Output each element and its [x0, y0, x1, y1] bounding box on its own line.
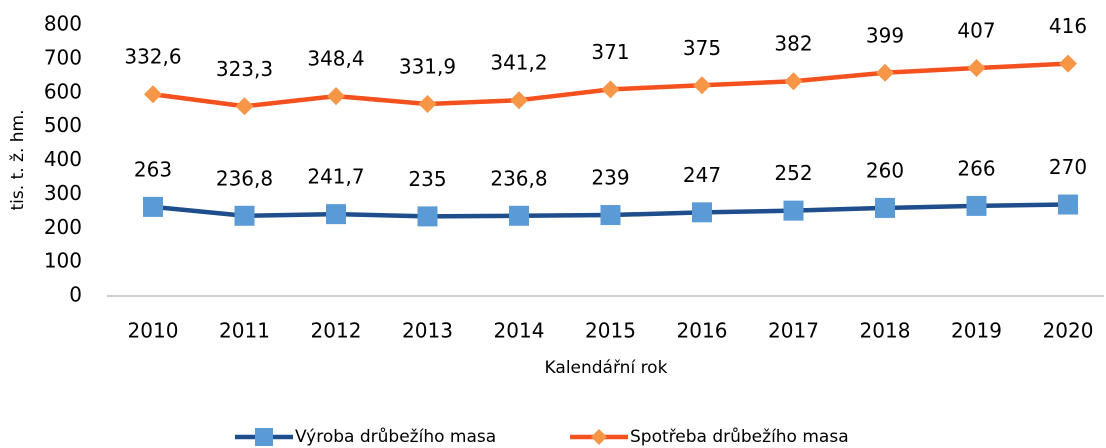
- marker: [234, 205, 255, 226]
- legend-label: Spotřeba drůbežího masa: [630, 427, 849, 447]
- legend-marker: [255, 428, 273, 446]
- data-label: 331,9: [399, 54, 456, 78]
- x-tick-label: 2012: [311, 319, 362, 343]
- y-tick-label: 300: [44, 181, 82, 205]
- data-label: 236,8: [216, 166, 273, 190]
- marker: [235, 97, 254, 116]
- y-tick-label: 100: [44, 249, 82, 273]
- marker: [601, 80, 620, 99]
- x-axis-title: Kalendářní rok: [545, 358, 668, 378]
- y-tick-label: 800: [44, 12, 82, 36]
- data-label: 341,2: [490, 51, 547, 75]
- x-tick-label: 2016: [677, 319, 728, 343]
- marker: [418, 94, 437, 113]
- data-label: 416: [1049, 14, 1087, 38]
- data-label: 235: [408, 167, 446, 191]
- marker: [417, 206, 438, 227]
- data-label: 241,7: [307, 165, 364, 189]
- marker: [692, 202, 712, 223]
- data-label: 323,3: [216, 57, 273, 81]
- marker: [143, 196, 163, 217]
- marker: [966, 195, 987, 216]
- marker: [876, 63, 894, 82]
- y-tick-label: 600: [44, 79, 82, 103]
- y-tick-label: 700: [44, 45, 82, 69]
- data-label: 375: [683, 36, 721, 60]
- marker: [1058, 194, 1078, 215]
- x-tick-label: 2018: [860, 319, 911, 343]
- x-tick-label: 2010: [128, 319, 179, 343]
- data-label: 407: [957, 19, 995, 43]
- y-tick-label: 0: [69, 283, 82, 307]
- data-label: 247: [683, 163, 721, 187]
- marker: [783, 200, 804, 221]
- y-tick-label: 200: [44, 215, 82, 239]
- marker: [326, 204, 346, 225]
- data-label: 239: [591, 166, 629, 190]
- marker: [875, 197, 895, 218]
- data-label: 260: [866, 158, 904, 182]
- data-label: 236,8: [490, 166, 547, 190]
- data-label: 348,4: [307, 47, 364, 71]
- marker: [1059, 54, 1077, 73]
- x-tick-label: 2013: [402, 319, 453, 343]
- data-label: 266: [957, 156, 995, 180]
- data-label: 371: [591, 40, 629, 64]
- marker: [967, 59, 986, 78]
- y-tick-label: 400: [44, 147, 82, 171]
- x-tick-label: 2015: [585, 319, 636, 343]
- data-label: 332,6: [124, 45, 181, 69]
- marker: [600, 205, 621, 226]
- data-label: 382: [774, 32, 812, 56]
- data-label: 399: [866, 23, 904, 47]
- y-axis-title: tis. t. ž. hm.: [8, 110, 28, 211]
- x-tick-label: 2020: [1043, 319, 1094, 343]
- marker: [144, 85, 162, 104]
- x-tick-label: 2014: [494, 319, 545, 343]
- data-label: 263: [134, 157, 172, 181]
- data-label: 270: [1049, 155, 1087, 179]
- data-label: 252: [774, 161, 812, 185]
- marker: [509, 205, 529, 226]
- marker: [784, 72, 803, 91]
- legend-marker: [591, 429, 607, 445]
- x-tick-label: 2019: [951, 319, 1002, 343]
- y-tick-label: 500: [44, 113, 82, 137]
- x-tick-label: 2017: [768, 319, 819, 343]
- marker: [510, 91, 528, 110]
- marker: [693, 76, 711, 95]
- x-tick-label: 2011: [219, 319, 270, 343]
- marker: [327, 87, 345, 106]
- legend-label: Výroba drůbežího masa: [295, 427, 496, 447]
